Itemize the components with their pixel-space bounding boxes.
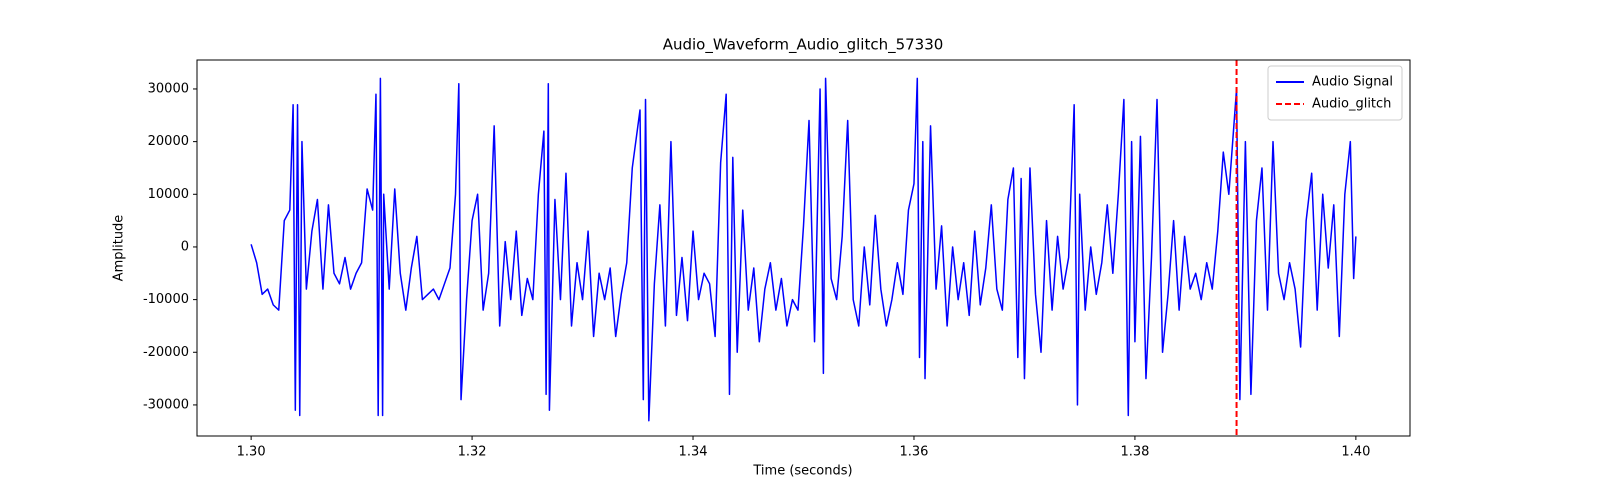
chart-title: Audio_Waveform_Audio_glitch_57330	[663, 36, 944, 55]
plot-frame	[196, 59, 1411, 437]
y-tick-label: -30000	[143, 397, 189, 412]
x-tick-label: 1.34	[679, 445, 708, 460]
x-tick-label: 1.38	[1120, 445, 1149, 460]
y-tick-label: 0	[181, 239, 189, 254]
legend-label: Audio Signal	[1312, 75, 1393, 90]
x-tick-label: 1.40	[1341, 445, 1370, 460]
y-tick-label: 10000	[148, 187, 189, 202]
legend-box	[1267, 65, 1403, 121]
y-axis-label: Amplitude	[112, 215, 127, 282]
x-tick-label: 1.30	[237, 445, 266, 460]
x-tick-label: 1.32	[458, 445, 487, 460]
legend-label: Audio_glitch	[1312, 97, 1391, 112]
y-tick-label: 20000	[148, 134, 189, 149]
y-tick-label: -20000	[143, 345, 189, 360]
x-axis-label: Time (seconds)	[752, 464, 852, 479]
y-tick-label: -10000	[143, 292, 189, 307]
y-tick-label: 30000	[148, 81, 189, 96]
x-tick-label: 1.36	[899, 445, 928, 460]
waveform-line	[250, 77, 1357, 422]
